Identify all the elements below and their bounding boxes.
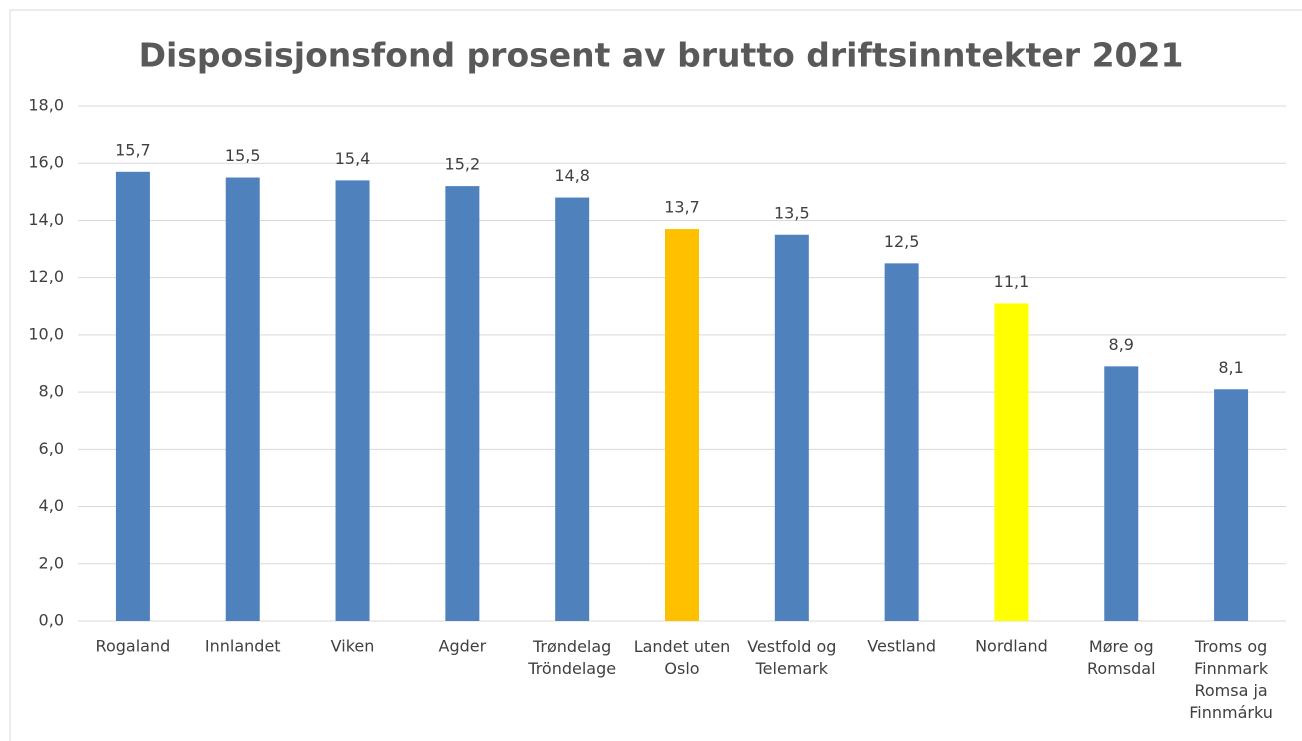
x-tick-label: Trøndelag Tröndelage xyxy=(527,637,616,678)
x-tick-label: Innlandet xyxy=(205,637,281,656)
y-tick-label: 16,0 xyxy=(28,153,64,172)
value-label: 15,4 xyxy=(335,149,371,168)
bar xyxy=(555,197,590,622)
value-label: 15,7 xyxy=(115,140,151,159)
x-tick-label: Landet uten Oslo xyxy=(634,637,731,678)
x-tick-label: Møre og Romsdal xyxy=(1087,637,1156,678)
bar xyxy=(774,234,809,621)
y-tick-label: 4,0 xyxy=(39,496,64,515)
x-tick-label: Agder xyxy=(439,637,487,656)
bar xyxy=(225,177,260,621)
bar xyxy=(445,186,480,621)
y-tick-label: 2,0 xyxy=(39,553,64,572)
x-tick-label: Nordland xyxy=(975,637,1048,656)
value-label: 8,1 xyxy=(1218,358,1243,377)
x-tick-label: Rogaland xyxy=(96,637,171,656)
value-label: 15,2 xyxy=(445,155,481,174)
y-tick-label: 12,0 xyxy=(28,267,64,286)
y-tick-label: 0,0 xyxy=(39,611,64,630)
bar xyxy=(335,180,370,621)
chart-title: Disposisjonsfond prosent av brutto drift… xyxy=(139,36,1184,75)
y-tick-label: 6,0 xyxy=(39,439,64,458)
value-label: 14,8 xyxy=(554,166,590,185)
y-tick-label: 14,0 xyxy=(28,210,64,229)
bar xyxy=(994,303,1029,621)
bar xyxy=(115,171,150,622)
value-label: 12,5 xyxy=(884,232,920,251)
value-label: 13,7 xyxy=(664,198,700,217)
y-tick-label: 18,0 xyxy=(28,96,64,115)
x-tick-label: Vestfold og Telemark xyxy=(747,637,836,678)
bar xyxy=(884,263,919,621)
x-tick-label: Vestland xyxy=(867,637,936,656)
value-label: 13,5 xyxy=(774,203,810,222)
chart-border xyxy=(9,9,1302,741)
value-label: 15,5 xyxy=(225,146,261,165)
bar xyxy=(665,229,699,621)
y-tick-label: 10,0 xyxy=(28,324,64,343)
bar xyxy=(1104,366,1139,621)
value-label: 11,1 xyxy=(994,272,1030,291)
y-tick-label: 8,0 xyxy=(39,382,64,401)
x-tick-label: Troms og Finnmark Romsa ja Finnmárku xyxy=(1189,637,1273,722)
x-tick-label: Viken xyxy=(331,637,375,656)
bar xyxy=(1214,389,1249,621)
value-label: 8,9 xyxy=(1109,335,1134,354)
